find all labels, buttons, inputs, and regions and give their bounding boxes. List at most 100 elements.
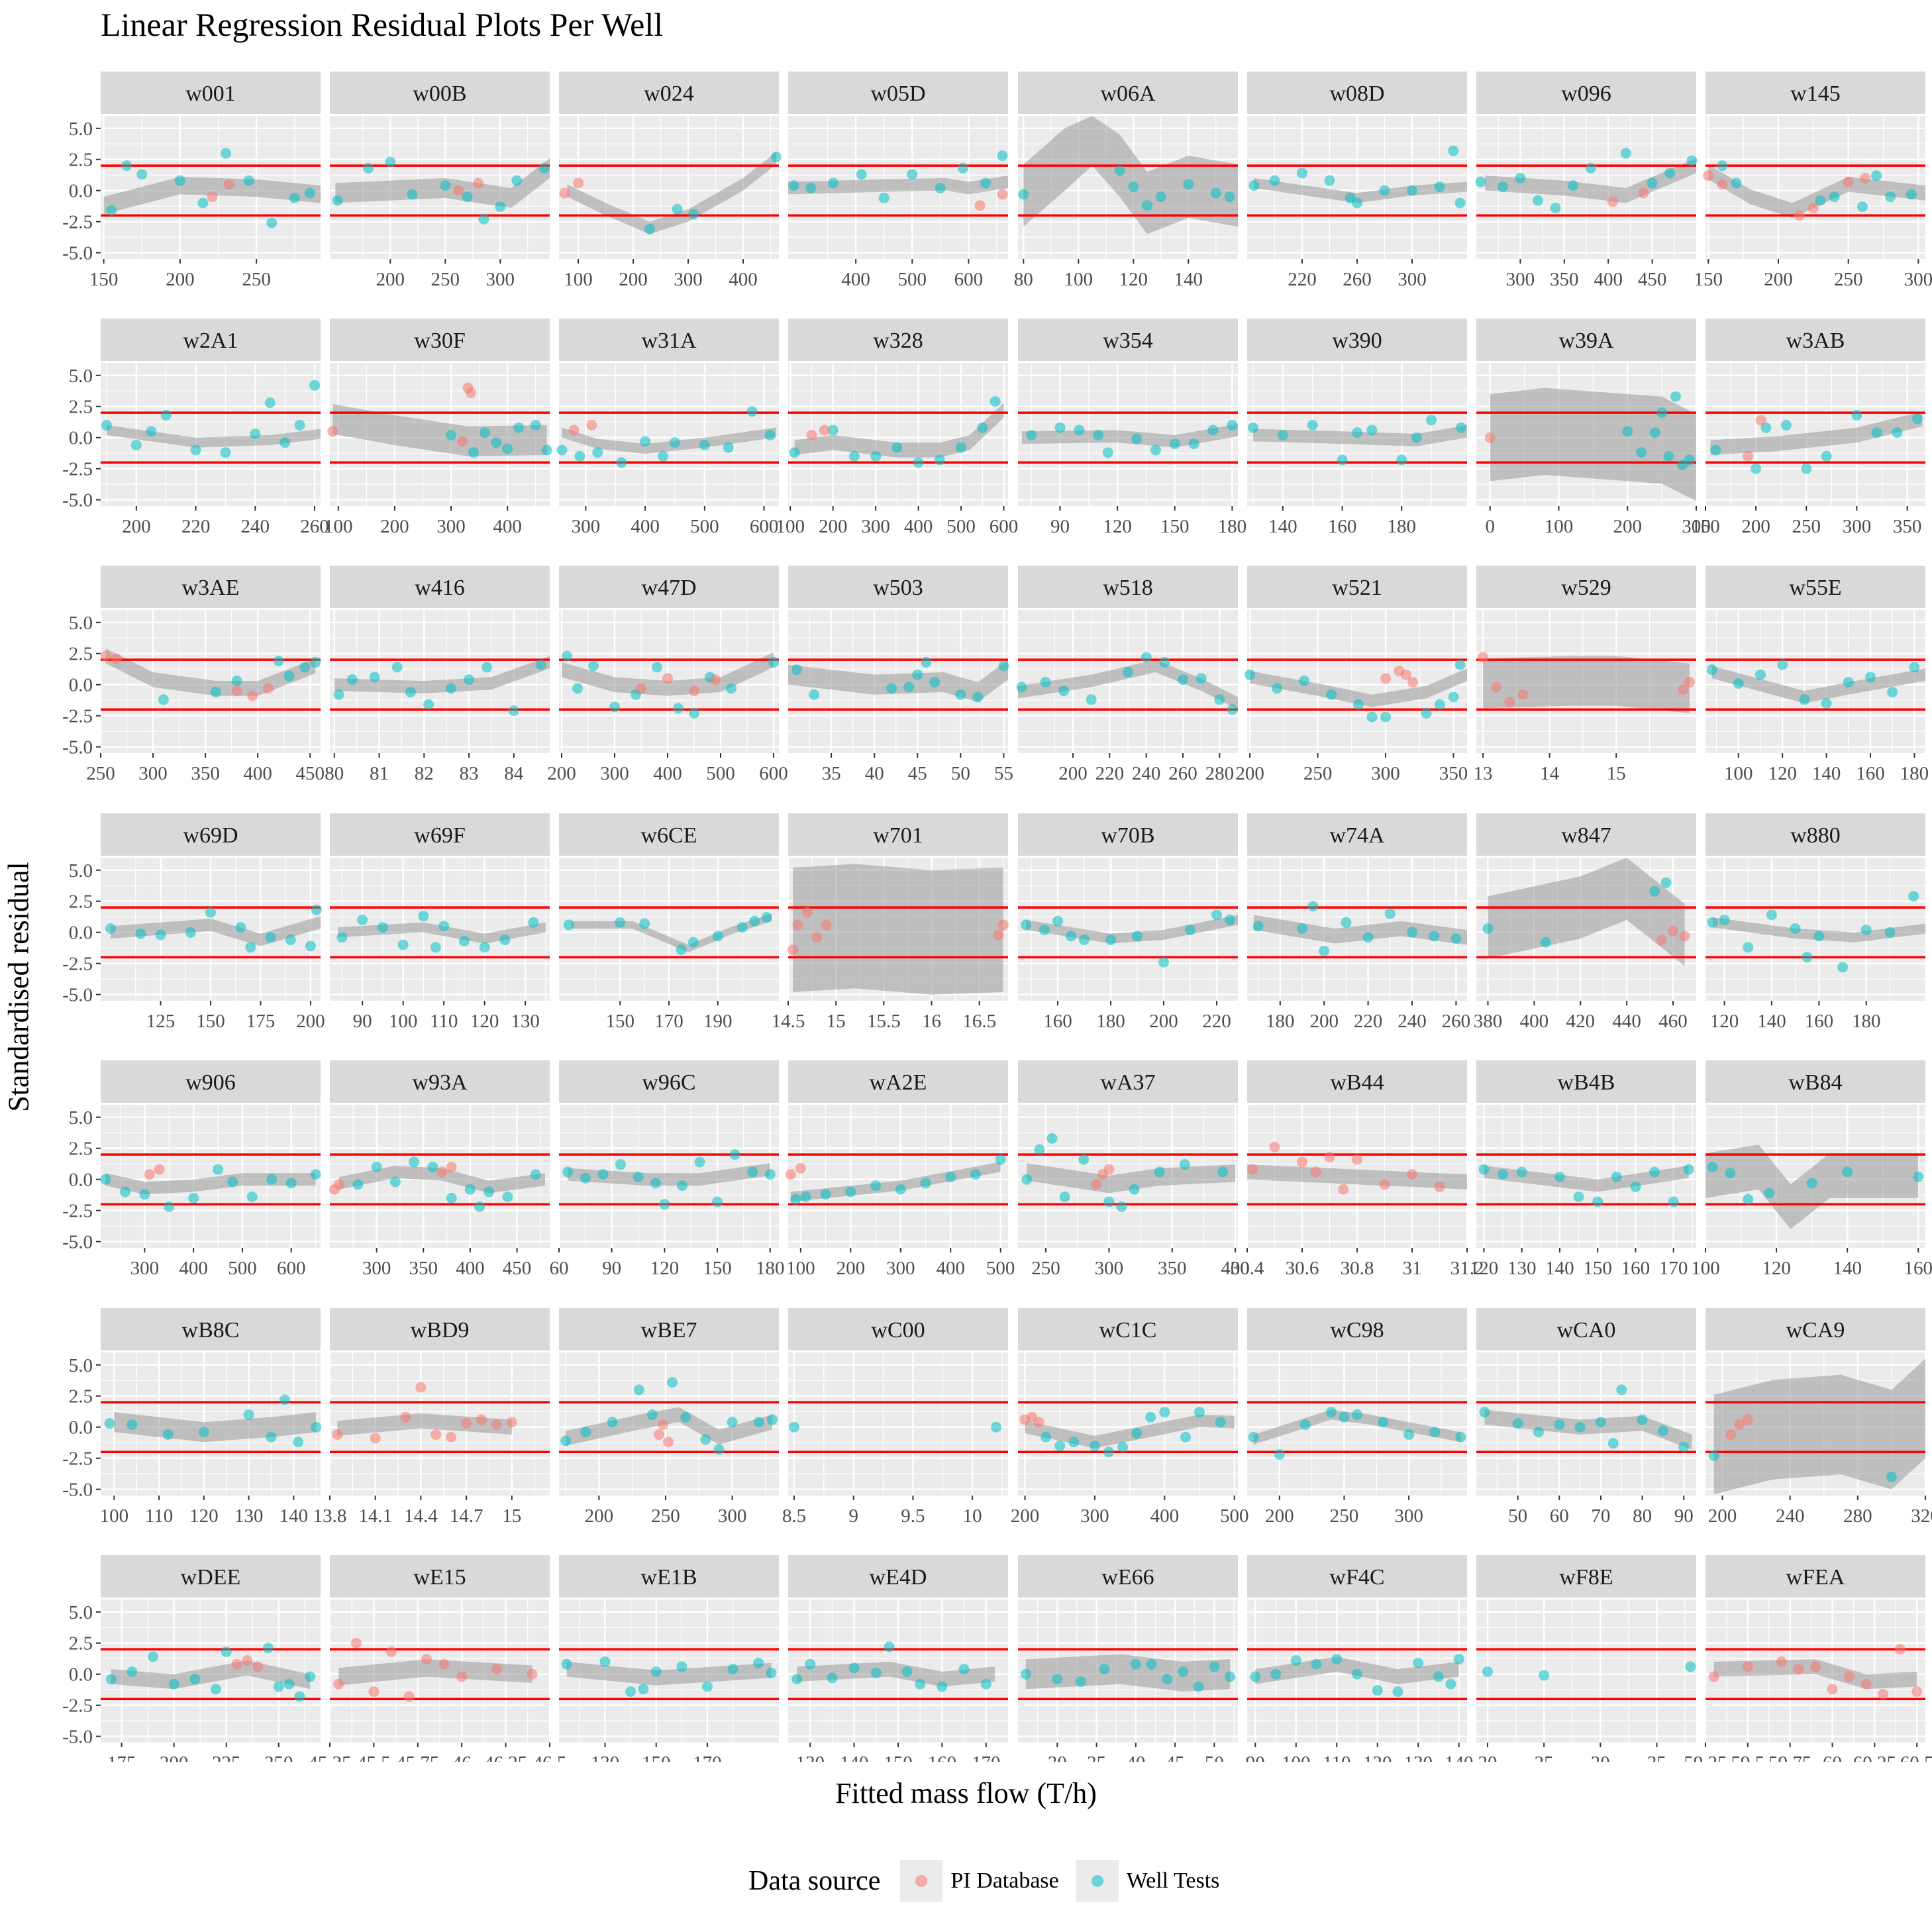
point-well-tests <box>1041 1431 1052 1443</box>
panel-w39A: w39A 0 100 200 300 <box>1476 319 1711 537</box>
point-well-tests <box>1870 170 1882 181</box>
point-well-tests <box>221 1646 232 1657</box>
x-tick-label: 140 <box>1545 1258 1574 1279</box>
x-tick-label: 600 <box>750 516 779 537</box>
x-tick-label: 120 <box>1363 1753 1392 1762</box>
point-well-tests <box>1225 914 1235 925</box>
x-tick-label: 110 <box>145 1505 173 1527</box>
confidence-band <box>1490 387 1696 501</box>
confidence-band <box>1247 1164 1467 1190</box>
point-well-tests <box>530 419 541 431</box>
strip-label: w518 <box>1103 576 1153 600</box>
point-well-tests <box>385 156 396 168</box>
point-well-tests <box>160 409 172 421</box>
point-well-tests <box>562 650 572 662</box>
x-tick-label: 30.4 <box>1231 1258 1264 1279</box>
confidence-band <box>1253 1409 1461 1445</box>
confidence-band <box>105 1173 316 1195</box>
point-well-tests <box>764 1169 776 1180</box>
legend-label-pi-database: PI Database <box>950 1868 1059 1893</box>
strip <box>1247 566 1467 608</box>
point-well-tests <box>1225 1671 1236 1682</box>
strip-label: wC00 <box>871 1318 925 1343</box>
x-tick-label: 9 <box>848 1505 858 1527</box>
point-well-tests <box>1760 422 1772 433</box>
x-tick-label: 200 <box>1764 269 1793 290</box>
panel-w05D: w05D 400 500 600 <box>788 72 1008 290</box>
point-well-tests <box>1093 429 1104 440</box>
point-well-tests <box>820 1189 831 1200</box>
x-tick-label: 400 <box>1594 269 1623 290</box>
panel-w503: w503 35 40 45 50 55 <box>788 566 1013 784</box>
panel-w3AB: w3AB 150 200 250 300 350 <box>1691 319 1925 537</box>
point-pi-database <box>1794 210 1805 221</box>
point-pi-database <box>506 1417 517 1428</box>
panel-w328: w328 100 200 300 400 500 600 <box>776 319 1018 537</box>
confidence-band <box>567 152 776 234</box>
point-well-tests <box>562 1166 574 1178</box>
confidence-band <box>339 1166 545 1194</box>
point-pi-database <box>431 1429 442 1440</box>
point-well-tests <box>1307 419 1318 431</box>
point-well-tests <box>1299 676 1310 687</box>
point-well-tests <box>1554 1171 1565 1182</box>
strip <box>330 813 550 856</box>
confidence-band <box>562 652 774 696</box>
point-well-tests <box>870 450 882 462</box>
point-well-tests <box>972 691 984 703</box>
point-well-tests <box>625 1686 636 1697</box>
panel-wE15: wE15 45.25 45.5 45.75 46 46.25 46.5 <box>308 1555 566 1762</box>
point-pi-database <box>1679 931 1690 942</box>
point-well-tests <box>262 1643 274 1654</box>
point-well-tests <box>790 1194 801 1205</box>
strip-label: w08D <box>1329 81 1384 106</box>
point-well-tests <box>119 1186 130 1197</box>
strip <box>330 1060 550 1103</box>
x-tick-label: 100 <box>564 269 593 290</box>
point-well-tests <box>1532 195 1543 206</box>
point-well-tests <box>788 1421 799 1433</box>
point-well-tests <box>1497 181 1508 193</box>
point-pi-database <box>262 683 274 694</box>
point-well-tests <box>1123 666 1133 678</box>
y-tick-label: 2.5 <box>69 1139 93 1160</box>
x-tick-label: 200 <box>296 1011 325 1032</box>
point-well-tests <box>1887 686 1898 697</box>
y-tick-label: -2.5 <box>62 1696 93 1717</box>
y-tick-label: 5.0 <box>69 1107 93 1129</box>
point-well-tests <box>1790 923 1801 935</box>
point-well-tests <box>1780 419 1792 431</box>
point-pi-database <box>242 1655 253 1666</box>
confidence-band <box>338 1659 533 1686</box>
point-well-tests <box>279 1394 290 1405</box>
x-tick-label: 130 <box>234 1505 264 1527</box>
point-well-tests <box>1272 683 1283 694</box>
point-pi-database <box>438 1658 450 1670</box>
point-well-tests <box>903 682 915 693</box>
x-tick-label: 110 <box>1323 1753 1350 1762</box>
panel-w31A: w31A 300 400 500 600 <box>556 319 779 537</box>
x-tick-label: 400 <box>456 1258 485 1279</box>
strip-label: wF4C <box>1329 1565 1384 1590</box>
point-well-tests <box>723 442 734 453</box>
strip <box>101 813 321 856</box>
x-tick-label: 59.25 <box>1684 1753 1727 1762</box>
strip-label: wE4D <box>870 1565 927 1590</box>
x-tick-label: 150 <box>605 1011 635 1032</box>
x-tick-label: 30.6 <box>1286 1258 1319 1279</box>
point-pi-database <box>1843 176 1854 187</box>
strip <box>1018 1308 1238 1350</box>
x-tick-label: 46.25 <box>484 1753 527 1762</box>
strip-label: w00B <box>413 81 466 106</box>
point-well-tests <box>1649 1166 1660 1178</box>
point-well-tests <box>231 676 242 687</box>
point-pi-database <box>993 929 1004 941</box>
x-tick-label: 200 <box>376 269 405 290</box>
point-well-tests <box>1021 1174 1033 1185</box>
strip <box>1705 72 1925 114</box>
x-tick-label: 150 <box>703 1258 732 1279</box>
point-pi-database <box>1911 1686 1923 1697</box>
point-pi-database <box>1742 1414 1753 1425</box>
point-well-tests <box>541 444 552 456</box>
point-well-tests <box>1102 447 1113 458</box>
